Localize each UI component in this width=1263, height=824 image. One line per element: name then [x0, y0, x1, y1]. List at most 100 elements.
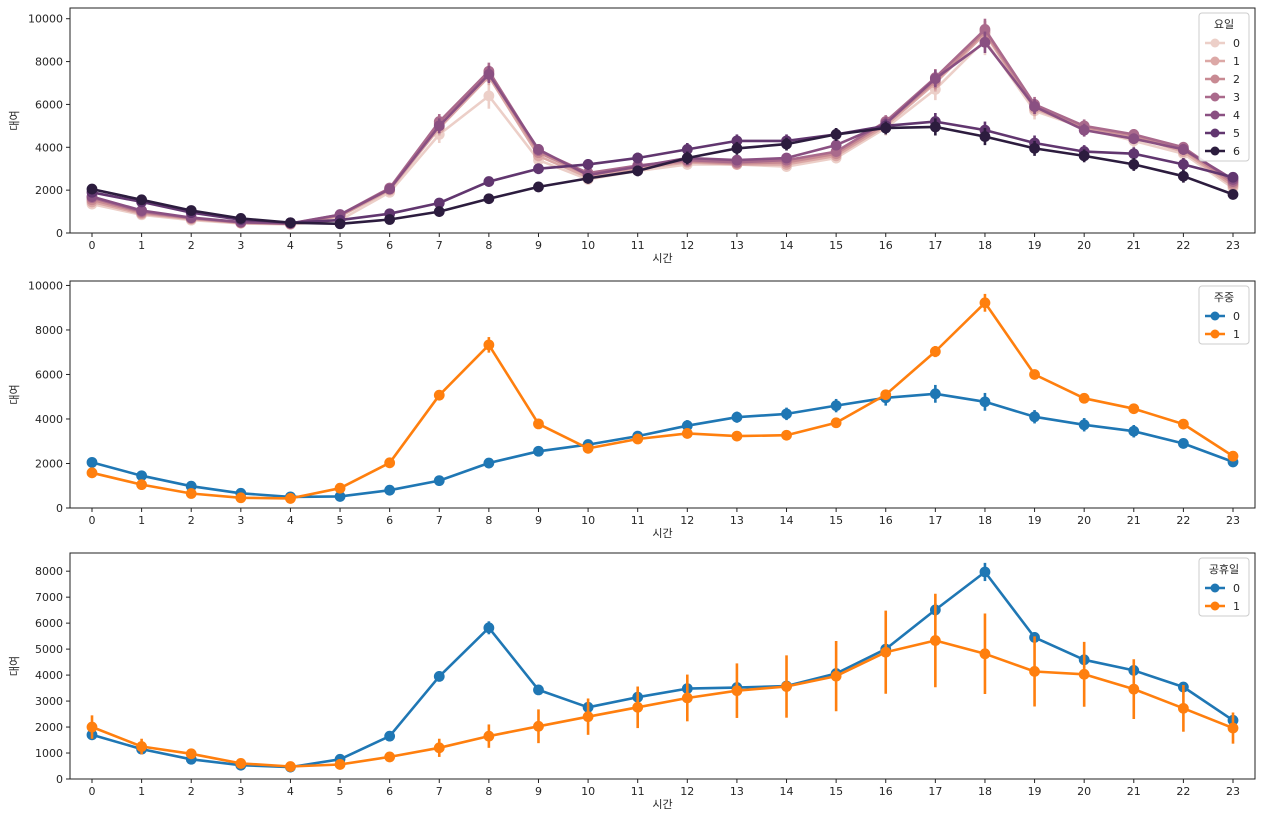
legend: 공휴일 0 1 — [1198, 557, 1250, 617]
legend-marker — [1210, 601, 1220, 611]
data-point — [1177, 144, 1189, 155]
data-point — [433, 670, 445, 682]
data-point — [533, 418, 544, 430]
x-tick-label: 7 — [436, 239, 443, 252]
data-point — [384, 484, 396, 496]
x-tick-label: 2 — [188, 785, 195, 798]
x-tick-label: 0 — [89, 785, 96, 798]
y-tick-label: 4000 — [35, 669, 63, 682]
series-2 — [86, 20, 1239, 230]
x-tick-label: 12 — [680, 239, 694, 252]
data-point — [483, 457, 495, 469]
x-tick-label: 8 — [485, 514, 492, 527]
y-tick-label: 2000 — [35, 721, 63, 734]
data-point — [86, 183, 98, 195]
x-tick-label: 19 — [1028, 785, 1042, 798]
data-point — [1227, 171, 1239, 183]
data-point — [781, 152, 792, 164]
y-tick-label: 2000 — [35, 184, 63, 197]
legend-marker — [1210, 38, 1220, 48]
y-tick-label: 8000 — [35, 565, 63, 578]
y-tick-label: 8000 — [35, 56, 63, 69]
x-tick-label: 20 — [1077, 514, 1091, 527]
data-point — [533, 163, 544, 175]
data-point — [483, 176, 495, 187]
series-6 — [86, 118, 1239, 230]
data-point — [533, 144, 544, 155]
data-point — [632, 152, 644, 164]
data-point — [1227, 189, 1239, 200]
x-tick-label: 7 — [436, 514, 443, 527]
data-point — [1128, 403, 1140, 415]
data-point — [781, 408, 792, 420]
data-point — [731, 430, 743, 442]
data-point — [1128, 148, 1140, 160]
data-point — [285, 493, 296, 504]
data-point — [334, 482, 346, 494]
axes-frame — [69, 280, 1256, 509]
series-line — [91, 301, 1234, 500]
data-point — [384, 751, 396, 763]
y-tick-label: 6000 — [35, 617, 63, 630]
data-point — [1029, 142, 1040, 154]
data-point — [632, 701, 644, 713]
legend-label: 5 — [1233, 127, 1240, 140]
x-tick-label: 12 — [680, 514, 694, 527]
x-tick-label: 6 — [386, 785, 393, 798]
y-tick-label: 1000 — [35, 747, 63, 760]
x-tick-label: 9 — [535, 514, 542, 527]
x-tick-label: 1 — [138, 239, 145, 252]
x-tick-label: 17 — [928, 239, 942, 252]
x-tick-label: 11 — [631, 785, 645, 798]
series-0 — [86, 25, 1239, 230]
data-point — [533, 720, 544, 732]
data-point — [830, 400, 842, 412]
y-axis-label: 대여 — [8, 656, 21, 676]
legend-title: 공휴일 — [1209, 562, 1239, 576]
data-point — [136, 479, 148, 491]
data-point — [880, 122, 892, 134]
x-tick-label: 14 — [780, 514, 794, 527]
data-point — [285, 761, 296, 772]
data-point — [880, 646, 892, 658]
series-0 — [86, 562, 1239, 773]
x-tick-label: 19 — [1028, 239, 1042, 252]
y-tick-label: 8000 — [35, 324, 63, 337]
x-tick-label: 17 — [928, 785, 942, 798]
legend-label: 4 — [1233, 109, 1240, 122]
data-point — [384, 214, 396, 225]
data-point — [979, 566, 991, 578]
x-tick-label: 14 — [780, 785, 794, 798]
data-point — [1078, 150, 1090, 162]
y-tick-label: 6000 — [35, 98, 63, 111]
data-point — [929, 635, 941, 646]
data-point — [86, 467, 98, 479]
axes-frame — [69, 552, 1256, 780]
x-tick-label: 4 — [287, 239, 294, 252]
x-tick-label: 13 — [730, 514, 744, 527]
x-tick-label: 16 — [879, 239, 893, 252]
x-tick-label: 6 — [386, 514, 393, 527]
series-line — [91, 120, 1234, 224]
data-point — [483, 193, 495, 205]
data-point — [632, 165, 644, 177]
chart-panel-2: 0 1 2 3 4 5 6 7 8 9 10 11 12 13 14 15 16 17 18 19 20 21 22 2301… — [8, 552, 1256, 811]
data-point — [880, 389, 892, 401]
data-point — [582, 172, 594, 184]
data-point — [1227, 722, 1239, 734]
x-tick-label: 0 — [89, 514, 96, 527]
series-line — [91, 125, 1234, 226]
x-tick-label: 21 — [1127, 514, 1141, 527]
data-point — [781, 681, 792, 692]
data-point — [781, 429, 792, 441]
x-tick-label: 14 — [780, 239, 794, 252]
legend-label: 0 — [1233, 582, 1240, 595]
y-axis-label: 대여 — [8, 384, 21, 404]
x-tick-label: 22 — [1176, 785, 1190, 798]
x-tick-label: 10 — [581, 514, 595, 527]
x-tick-label: 15 — [829, 239, 843, 252]
data-point — [582, 159, 594, 170]
data-point — [681, 152, 693, 164]
data-point — [1227, 450, 1239, 462]
